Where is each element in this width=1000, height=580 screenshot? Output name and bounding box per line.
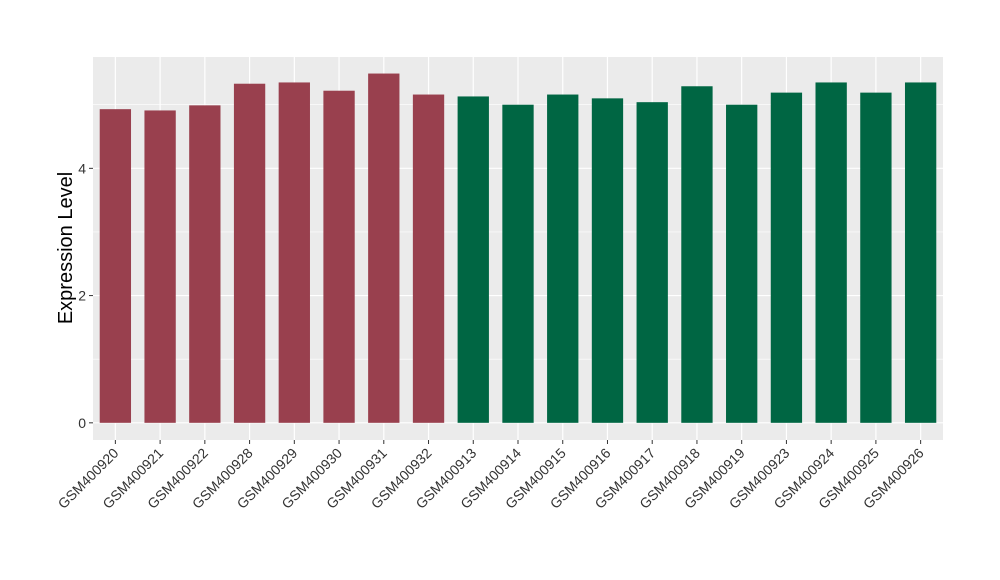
y-tick-label: 2 xyxy=(78,288,86,304)
bar-GSM400925 xyxy=(860,92,892,423)
bar-GSM400926 xyxy=(904,82,937,423)
bar-GSM400932 xyxy=(412,94,445,423)
bar-GSM400924 xyxy=(815,82,847,423)
y-axis-title: Expression Level xyxy=(55,172,77,324)
bar-GSM400923 xyxy=(770,92,803,423)
y-axis-ticks: 0 2 4 xyxy=(78,160,93,431)
bar-GSM400916 xyxy=(591,98,624,423)
bar-GSM400920 xyxy=(99,109,132,423)
bar-GSM400928 xyxy=(233,83,266,423)
bar-GSM400921 xyxy=(144,110,176,423)
bar-GSM400930 xyxy=(323,90,355,423)
bar-GSM400914 xyxy=(502,104,534,423)
bar-GSM400913 xyxy=(457,96,489,423)
bar-GSM400929 xyxy=(278,82,310,423)
bar-GSM400915 xyxy=(547,94,579,423)
bar-GSM400922 xyxy=(189,105,221,423)
bars xyxy=(99,73,937,423)
y-tick-label: 0 xyxy=(78,415,86,431)
bar-GSM400931 xyxy=(368,73,400,423)
y-tick-label: 4 xyxy=(78,160,86,176)
bar-GSM400917 xyxy=(636,102,668,423)
bar-GSM400919 xyxy=(726,104,758,423)
x-axis-ticks: GSM400920GSM400921GSM400922GSM400928GSM4… xyxy=(55,440,927,512)
bar-GSM400918 xyxy=(681,86,713,423)
